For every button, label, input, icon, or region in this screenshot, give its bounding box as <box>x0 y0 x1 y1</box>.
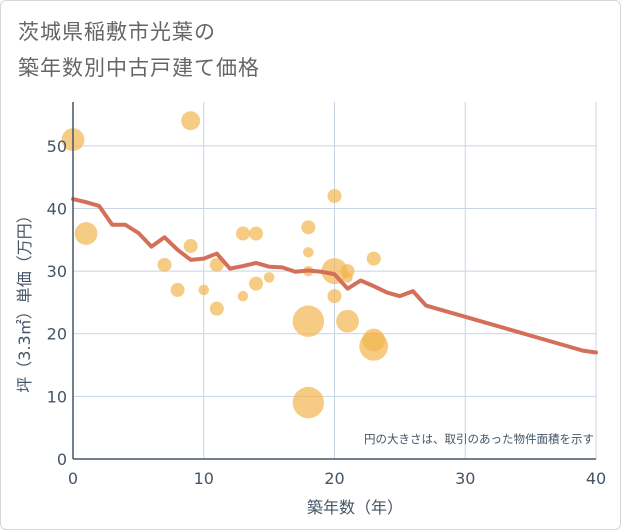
bubble-point <box>327 289 342 304</box>
x-tick-label: 20 <box>324 469 344 488</box>
bubble-point <box>263 272 275 283</box>
bubble-point <box>336 309 359 333</box>
y-axis-label: 坪（3.3㎡）単価（万円） <box>15 207 34 392</box>
bubble-point <box>235 226 250 241</box>
bubble-point <box>181 111 201 131</box>
chart-title-line-2: 築年数別中古戸建て価格 <box>18 56 260 80</box>
bubble-point <box>209 301 224 316</box>
bubble-size-note: 円の大きさは、取引のあった物件面積を示す <box>364 432 594 446</box>
bubble-point <box>249 276 264 291</box>
bubble-point <box>292 305 325 337</box>
grid-lines <box>73 102 597 459</box>
y-tick-label: 30 <box>47 262 67 281</box>
bubble-point <box>237 290 249 302</box>
bubble-point <box>74 222 98 245</box>
x-tick-label: 0 <box>68 469 78 488</box>
bubble-point <box>157 257 172 272</box>
y-tick-label: 50 <box>47 137 67 156</box>
bubble-point <box>209 257 224 272</box>
x-axis-label: 築年数（年） <box>307 498 403 517</box>
bubble-point <box>342 272 353 283</box>
bubble-point <box>362 328 386 352</box>
y-tick-label: 0 <box>57 450 67 469</box>
chart-title: 茨城県稲敷市光葉の 築年数別中古戸建て価格 <box>18 14 260 86</box>
x-tick-label: 40 <box>586 469 606 488</box>
bubble-point <box>170 282 185 297</box>
bubble-point <box>327 188 342 203</box>
trend-line <box>71 197 598 355</box>
bubble-point <box>303 247 314 258</box>
x-tick-label: 30 <box>455 469 475 488</box>
tick-labels: 0 10 20 30 40 0 10 20 30 40 50 <box>47 137 607 488</box>
bubble-point <box>249 226 264 241</box>
y-tick-label: 10 <box>47 387 67 406</box>
trend-line-series <box>71 197 598 355</box>
bubble-series <box>61 111 389 419</box>
bubble-point <box>301 220 316 235</box>
axes <box>72 102 596 460</box>
bubble-point <box>366 251 381 266</box>
y-tick-label: 20 <box>47 325 67 344</box>
bubble-point <box>321 258 348 285</box>
bubble-point <box>183 239 198 254</box>
y-tick-label: 40 <box>47 199 67 218</box>
chart-title-line-1: 茨城県稲敷市光葉の <box>18 20 216 44</box>
bubble-point <box>198 284 209 296</box>
bubble-point <box>292 386 325 419</box>
x-tick-label: 10 <box>194 469 214 488</box>
